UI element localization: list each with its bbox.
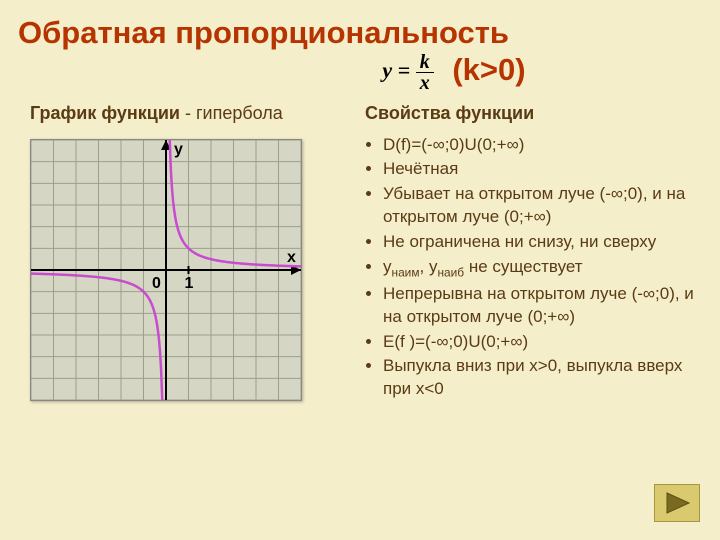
prop-item: E(f )=(-∞;0)U(0;+∞) (383, 331, 700, 354)
svg-text:1: 1 (185, 275, 194, 292)
prop-item: Не ограничена ни снизу, ни сверху (383, 231, 700, 254)
properties-list: D(f)=(-∞;0)U(0;+∞) Нечётная Убывает на о… (365, 134, 700, 402)
svg-text:x: x (287, 249, 296, 266)
svg-text:y: y (174, 141, 183, 158)
prop-item: Убывает на открытом луче (-∞;0), и на от… (383, 183, 700, 229)
formula: y = k x (382, 52, 433, 93)
prop-item: Выпукла вниз при x>0, выпукла вверх при … (383, 355, 700, 401)
title-line1: Обратная пропорциональность (18, 14, 710, 51)
prop-item: D(f)=(-∞;0)U(0;+∞) (383, 134, 700, 157)
title-kgt0: (k>0) (452, 52, 525, 87)
svg-text:0: 0 (152, 275, 161, 292)
prop-item: Нечётная (383, 158, 700, 181)
prop-item: унаим, унаиб не существует (383, 256, 700, 280)
right-heading: Свойства функции (365, 103, 700, 124)
next-button[interactable] (654, 484, 700, 522)
hyperbola-graph: y x 0 1 (30, 139, 302, 401)
left-heading: График функции - гипербола (30, 103, 350, 124)
prop-item: Непрерывна на открытом луче (-∞;0), и на… (383, 283, 700, 329)
